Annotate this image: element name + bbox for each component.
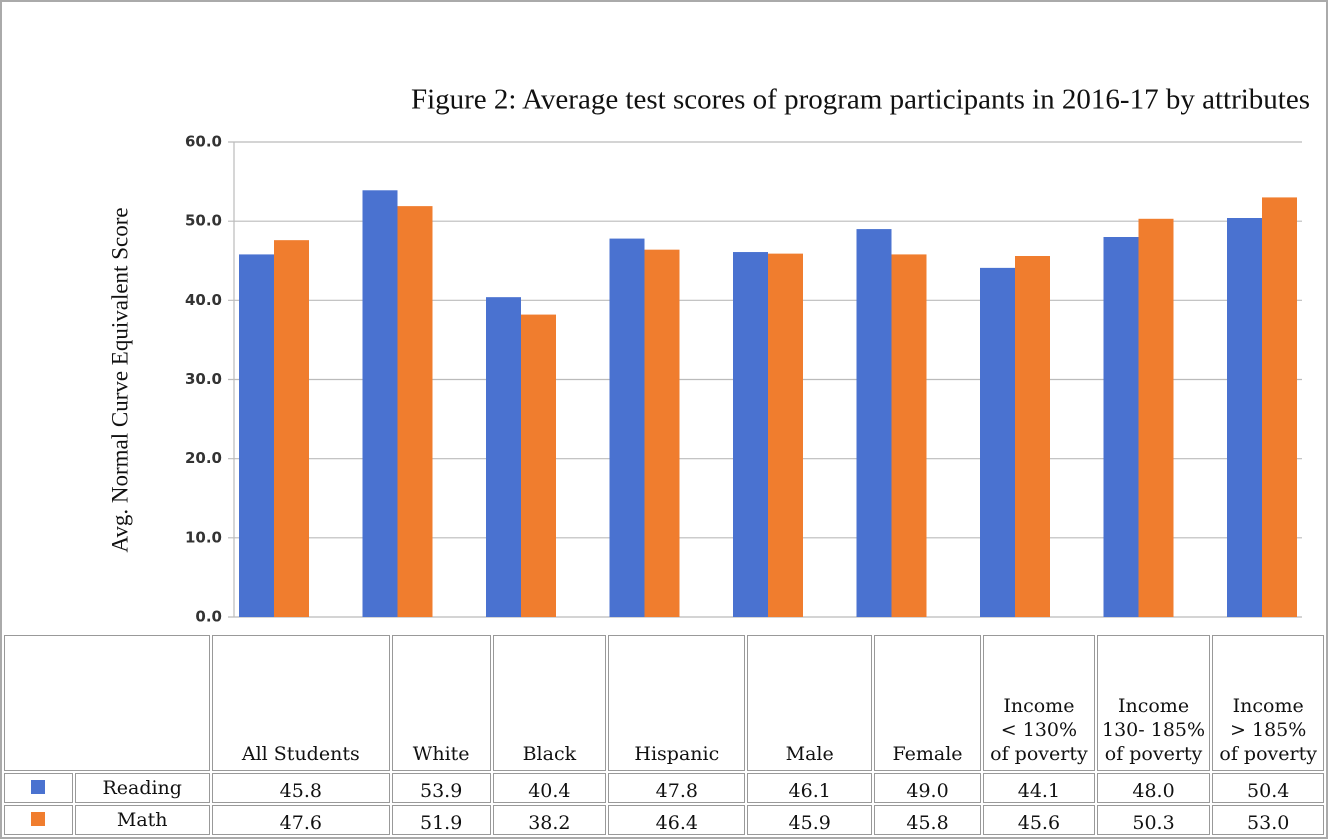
category-cell: Male bbox=[747, 635, 872, 771]
bar bbox=[239, 254, 274, 617]
bar bbox=[609, 238, 645, 618]
value-cell: 45.9 bbox=[747, 805, 872, 835]
value-cell: 47.6 bbox=[211, 805, 390, 835]
series-row: Reading 45.8 53.9 40.4 47.8 46.1 49.0 44.1 48.0 5… bbox=[4, 773, 1324, 803]
legend-marker-cell bbox=[4, 773, 73, 803]
value-cell: 45.6 bbox=[983, 805, 1095, 835]
value-cell: 50.4 bbox=[1212, 773, 1324, 803]
y-tick-label: 0.0 bbox=[195, 608, 222, 626]
bar bbox=[397, 206, 433, 617]
value-cell: 40.4 bbox=[492, 773, 607, 803]
bar bbox=[486, 297, 521, 617]
data-table: All Students White Black Hispanic Male Female… bbox=[2, 633, 1326, 837]
bar bbox=[1103, 237, 1139, 617]
y-tick-label: 30.0 bbox=[185, 370, 222, 388]
value-cell: 51.9 bbox=[391, 805, 491, 835]
value-cell: 38.2 bbox=[492, 805, 607, 835]
legend-marker bbox=[31, 780, 46, 794]
y-tick-label: 50.0 bbox=[185, 212, 222, 230]
bar bbox=[856, 229, 892, 618]
bar bbox=[274, 240, 309, 617]
y-axis-title: Avg. Normal Curve Equivalent Score bbox=[107, 207, 132, 552]
y-tick-label: 10.0 bbox=[185, 528, 222, 546]
bar bbox=[980, 267, 1015, 617]
table-body: All Students White Black Hispanic Male Female… bbox=[4, 635, 1324, 835]
value-cell: 46.1 bbox=[747, 773, 872, 803]
value-cell: 50.3 bbox=[1096, 805, 1211, 835]
bar bbox=[1138, 218, 1174, 617]
value-cell: 44.1 bbox=[983, 773, 1095, 803]
legend-label: Reading bbox=[74, 773, 210, 803]
bar bbox=[1262, 197, 1297, 617]
category-cell: Black bbox=[492, 635, 607, 771]
bar bbox=[521, 314, 556, 617]
y-tick-label: 40.0 bbox=[185, 291, 222, 309]
category-cell: Hispanic bbox=[608, 635, 746, 771]
category-cell: Income 130- 185% of poverty bbox=[1096, 635, 1211, 771]
category-cell: White bbox=[391, 635, 491, 771]
category-cell: Income > 185% of poverty bbox=[1212, 635, 1324, 771]
bar bbox=[362, 190, 398, 617]
bar bbox=[733, 252, 768, 617]
value-cell: 45.8 bbox=[873, 805, 982, 835]
bar bbox=[768, 253, 803, 617]
value-cell: 46.4 bbox=[608, 805, 746, 835]
value-cell: 45.8 bbox=[211, 773, 390, 803]
value-cell: 47.8 bbox=[608, 773, 746, 803]
bar bbox=[1227, 218, 1262, 617]
value-cell: 48.0 bbox=[1096, 773, 1211, 803]
value-cell: 53.0 bbox=[1212, 805, 1324, 835]
bar bbox=[644, 249, 680, 617]
category-cell: Income < 130% of poverty bbox=[983, 635, 1095, 771]
bar bbox=[891, 254, 927, 617]
series-row: Math 47.6 51.9 38.2 46.4 45.9 45.8 45.6 50.3 53.0 bbox=[4, 805, 1324, 835]
category-cell: Female bbox=[873, 635, 982, 771]
value-cell: 53.9 bbox=[391, 773, 491, 803]
legend-marker bbox=[31, 812, 46, 826]
y-tick-label: 20.0 bbox=[185, 449, 222, 467]
value-cell: 49.0 bbox=[873, 773, 982, 803]
header-row: All Students White Black Hispanic Male Female… bbox=[4, 635, 1324, 771]
corner-cell bbox=[4, 635, 210, 771]
chart: Figure 2: Average test scores of program… bbox=[107, 84, 1310, 626]
category-cell: All Students bbox=[211, 635, 390, 771]
y-tick-label: 60.0 bbox=[185, 133, 222, 151]
bar bbox=[1015, 256, 1050, 617]
legend-label: Math bbox=[74, 805, 210, 835]
chart-title: Figure 2: Average test scores of program… bbox=[411, 84, 1310, 116]
legend-marker-cell bbox=[4, 805, 73, 835]
